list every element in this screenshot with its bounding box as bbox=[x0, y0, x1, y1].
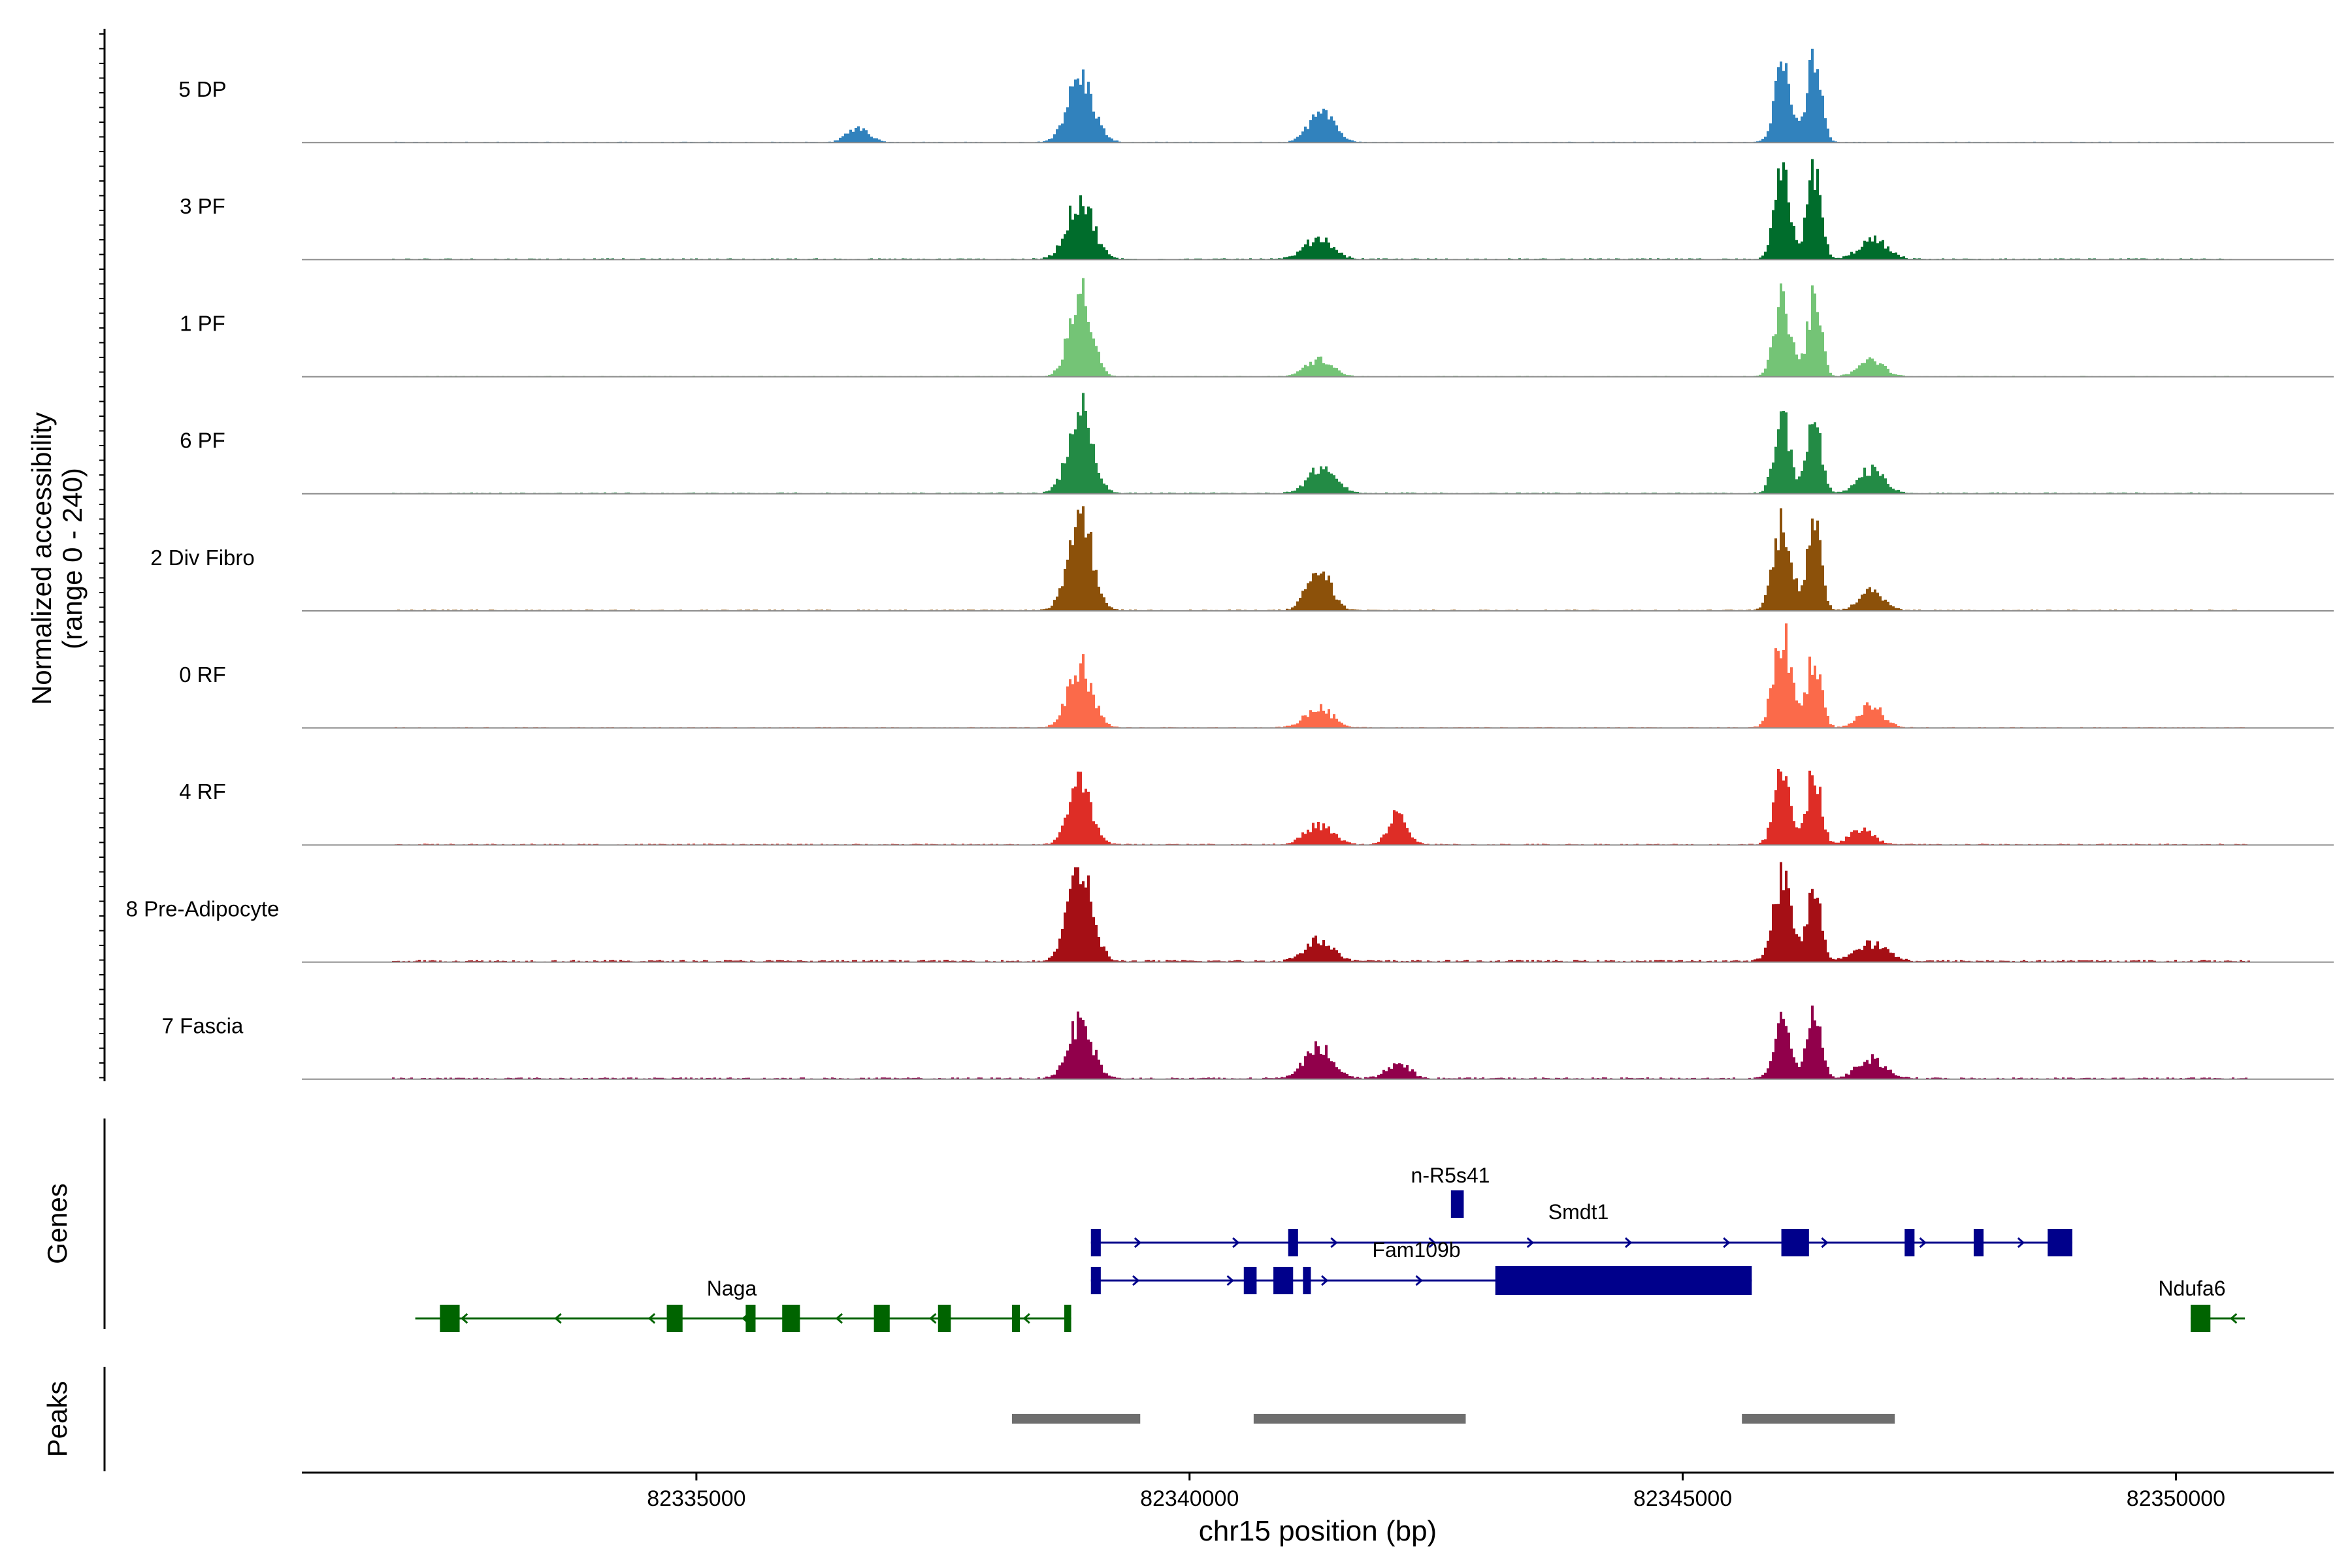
track-label: 5 DP bbox=[178, 77, 226, 101]
exon bbox=[782, 1305, 800, 1332]
track-3: 6 PF bbox=[180, 393, 2334, 495]
track-4: 2 Div Fibro bbox=[150, 506, 2334, 612]
y-axis-title: Normalized accessibility (range 0 - 240) bbox=[26, 412, 88, 705]
exon bbox=[1781, 1229, 1809, 1256]
gene-label: Fam109b bbox=[1372, 1238, 1460, 1262]
exon bbox=[1288, 1229, 1298, 1256]
strand-arrow bbox=[1526, 1237, 1535, 1249]
coverage-area bbox=[302, 159, 2250, 260]
x-tick-label: 82345000 bbox=[1633, 1486, 1732, 1511]
x-tick-label: 82335000 bbox=[647, 1486, 745, 1511]
exon bbox=[874, 1305, 890, 1332]
strand-arrow bbox=[461, 1313, 468, 1324]
strand-arrow bbox=[1022, 1313, 1030, 1324]
gene-ndufa6 bbox=[2191, 1305, 2246, 1332]
track-label: 0 RF bbox=[179, 662, 226, 687]
coverage-area bbox=[302, 278, 2250, 377]
coverage-area bbox=[302, 862, 2250, 962]
track-label: 4 RF bbox=[179, 779, 226, 804]
coverage-tracks: 5 DP 3 PF 1 PF 6 PF 2 Div Fibro 0 RF 4 RF 8 Pre… bbox=[126, 48, 2334, 1080]
track-8: 7 Fascia bbox=[162, 1005, 2334, 1080]
exon bbox=[1303, 1267, 1311, 1294]
gene-label: Smdt1 bbox=[1548, 1200, 1609, 1224]
gene-n-r5s41 bbox=[1450, 1190, 1464, 1218]
peak-region bbox=[1253, 1414, 1466, 1424]
strand-arrow bbox=[2017, 1237, 2025, 1249]
strand-arrow bbox=[1132, 1275, 1140, 1286]
strand-arrow bbox=[647, 1313, 656, 1324]
track-label: 1 PF bbox=[180, 311, 225, 335]
exon bbox=[1011, 1305, 1021, 1332]
gene-annotations: n-R5s41 Smdt1 Fam109b Naga Ndufa6 bbox=[415, 1164, 2246, 1332]
exon bbox=[1495, 1266, 1752, 1295]
track-6: 4 RF bbox=[179, 769, 2334, 846]
track-label: 7 Fascia bbox=[162, 1014, 244, 1038]
gene-label: Naga bbox=[707, 1277, 757, 1300]
exon bbox=[1243, 1267, 1257, 1294]
exon bbox=[2048, 1229, 2072, 1256]
exon bbox=[2191, 1305, 2211, 1332]
strand-arrow bbox=[1321, 1275, 1329, 1286]
track-5: 0 RF bbox=[179, 623, 2334, 729]
track-label: 2 Div Fibro bbox=[150, 546, 255, 570]
strand-arrow bbox=[1428, 1237, 1436, 1249]
x-tick-label: 82340000 bbox=[1140, 1486, 1239, 1511]
strand-arrow bbox=[835, 1313, 843, 1324]
peak-regions bbox=[1011, 1414, 1895, 1424]
peak-region bbox=[1742, 1414, 1895, 1424]
strand-arrow bbox=[1226, 1275, 1234, 1286]
track-7: 8 Pre-Adipocyte bbox=[126, 862, 2334, 963]
track-label: 8 Pre-Adipocyte bbox=[126, 896, 280, 921]
gene-label: Ndufa6 bbox=[2158, 1277, 2225, 1300]
strand-arrow bbox=[1919, 1237, 1927, 1249]
coverage-area bbox=[302, 769, 2250, 845]
exon bbox=[1064, 1305, 1071, 1332]
strand-arrow bbox=[1821, 1237, 1829, 1249]
track-1: 3 PF bbox=[180, 159, 2334, 261]
exon bbox=[1450, 1190, 1464, 1218]
strand-arrow bbox=[1624, 1237, 1633, 1249]
coverage-area bbox=[302, 623, 2250, 728]
strand-arrow bbox=[1723, 1237, 1731, 1249]
x-axis-ticks: 82335000 82340000 82345000 82350000 bbox=[647, 1473, 2225, 1511]
y-axis-range-label: (range 0 - 240) bbox=[57, 468, 88, 649]
x-tick-label: 82350000 bbox=[2127, 1486, 2225, 1511]
y-axis-label: Normalized accessibility bbox=[26, 412, 57, 705]
coverage-area bbox=[302, 393, 2250, 494]
exon bbox=[1090, 1229, 1101, 1256]
strand-arrow bbox=[1330, 1237, 1338, 1249]
coverage-area bbox=[302, 1005, 2250, 1079]
track-label: 6 PF bbox=[180, 429, 225, 453]
strand-arrow bbox=[929, 1313, 937, 1324]
track-2: 1 PF bbox=[180, 278, 2334, 378]
exon bbox=[666, 1305, 683, 1332]
strand-arrow bbox=[2230, 1313, 2238, 1324]
gene-smdt1 bbox=[1090, 1229, 2072, 1256]
exon bbox=[938, 1305, 951, 1332]
coverage-area bbox=[302, 506, 2250, 611]
strand-arrow bbox=[1232, 1237, 1240, 1249]
strand-arrow bbox=[1134, 1237, 1142, 1249]
peak-region bbox=[1011, 1414, 1141, 1424]
coverage-area bbox=[302, 48, 2250, 143]
strand-arrow bbox=[554, 1313, 562, 1324]
track-label: 3 PF bbox=[180, 194, 225, 218]
exon bbox=[745, 1305, 756, 1332]
gene-naga bbox=[415, 1305, 1071, 1332]
genes-label: Genes bbox=[42, 1183, 73, 1264]
exon bbox=[1973, 1229, 1984, 1256]
exon bbox=[1273, 1267, 1294, 1294]
exon bbox=[1090, 1267, 1101, 1294]
coverage-y-ticks bbox=[99, 33, 105, 1079]
gene-fam109b bbox=[1090, 1266, 1752, 1295]
gene-label: n-R5s41 bbox=[1411, 1164, 1490, 1187]
peaks-label: Peaks bbox=[42, 1381, 73, 1458]
x-axis-label: chr15 position (bp) bbox=[1199, 1515, 1437, 1547]
strand-arrow bbox=[1415, 1275, 1423, 1286]
track-0: 5 DP bbox=[178, 48, 2334, 144]
exon bbox=[440, 1305, 460, 1332]
exon bbox=[1904, 1229, 1915, 1256]
